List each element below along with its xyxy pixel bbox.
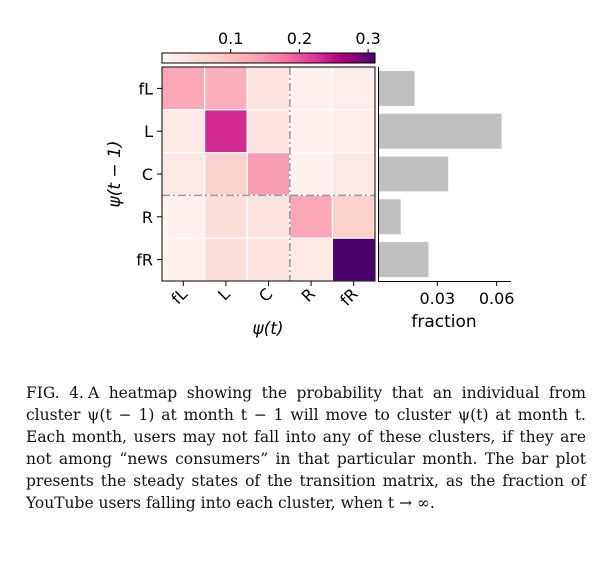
heatmap-cell-L-C bbox=[246, 109, 291, 154]
heatmap-cell-R-R bbox=[289, 194, 333, 239]
heatmap-cell-R-L bbox=[204, 194, 248, 239]
heatmap-cell-fL-fR bbox=[331, 66, 376, 111]
colorbar-tick-label: 0.1 bbox=[218, 29, 243, 48]
y-tick-label: fR bbox=[136, 251, 153, 270]
heatmap-cell-fR-L bbox=[204, 237, 248, 282]
bar-fL bbox=[379, 70, 415, 106]
caption-label: FIG. 4. bbox=[26, 384, 84, 402]
heatmap-cell-fL-fL bbox=[161, 66, 206, 111]
heatmap-cell-C-fL bbox=[161, 152, 206, 197]
heatmap-cell-C-C bbox=[246, 152, 291, 197]
heatmap-cell-L-L bbox=[204, 109, 248, 154]
heatmap-cell-R-fL bbox=[161, 194, 206, 239]
bar-plot-xticks: 0.03 0.06 bbox=[420, 281, 515, 308]
bar-plot-x-axis-label: fraction bbox=[411, 312, 476, 332]
bar-L bbox=[379, 113, 502, 149]
bar-fR bbox=[379, 242, 429, 278]
heatmap-cell-L-fL bbox=[161, 109, 206, 154]
colorbar-gradient bbox=[161, 52, 376, 64]
heatmap-cell-fR-C bbox=[246, 237, 291, 282]
heatmap-cells bbox=[161, 66, 376, 282]
colorbar-ticks: 0.1 0.2 0.3 bbox=[218, 29, 381, 53]
y-tick-label: L bbox=[144, 122, 153, 141]
heatmap-cell-fL-C bbox=[246, 66, 291, 111]
x-tick-label: fR bbox=[336, 284, 361, 309]
heatmap-cell-L-R bbox=[289, 109, 333, 154]
heatmap-cell-R-fR bbox=[331, 194, 376, 239]
heatmap-cell-fR-fL bbox=[161, 237, 206, 282]
bars bbox=[379, 70, 502, 278]
x-tick-label: R bbox=[298, 284, 319, 305]
caption-text: A heatmap showing the probability that a… bbox=[26, 384, 587, 512]
y-tick-label: fL bbox=[138, 79, 153, 98]
heatmap-x-axis-label: ψ(t) bbox=[252, 319, 283, 339]
heatmap-cell-C-R bbox=[289, 152, 333, 197]
heatmap-cell-fL-L bbox=[204, 66, 248, 111]
figure-caption: FIG. 4. A heatmap showing the probability… bbox=[26, 382, 586, 514]
heatmap-cell-R-C bbox=[246, 194, 291, 239]
heatmap-yticks: fL L C RfR bbox=[136, 79, 162, 270]
bar-R bbox=[379, 199, 401, 235]
heatmap-cell-L-fR bbox=[331, 109, 376, 154]
heatmap-separators bbox=[162, 67, 375, 281]
heatmap-cell-C-fR bbox=[331, 152, 376, 197]
y-tick-label: R bbox=[142, 208, 153, 227]
x-tick-label: fL bbox=[167, 284, 191, 308]
colorbar-tick-label: 0.3 bbox=[355, 29, 380, 48]
x-tick-label: L bbox=[214, 284, 234, 304]
heatmap-cell-fL-R bbox=[289, 66, 333, 111]
x-tick-label: C bbox=[255, 284, 276, 305]
colorbar-tick-label: 0.2 bbox=[287, 29, 312, 48]
bar-x-tick-label: 0.03 bbox=[420, 289, 456, 308]
heatmap-cell-fR-fR bbox=[331, 237, 376, 282]
heatmap-cell-C-L bbox=[204, 152, 248, 197]
y-tick-label: C bbox=[142, 165, 153, 184]
colorbar: 0.1 0.2 0.3 bbox=[161, 29, 381, 64]
heatmap-y-axis-label: ψ(t − 1) bbox=[105, 140, 125, 207]
heatmap-cell-fR-R bbox=[289, 237, 333, 282]
bar-plot: 0.03 0.06 fraction bbox=[378, 67, 514, 332]
bar-x-tick-label: 0.06 bbox=[479, 289, 515, 308]
bar-C bbox=[379, 156, 449, 192]
